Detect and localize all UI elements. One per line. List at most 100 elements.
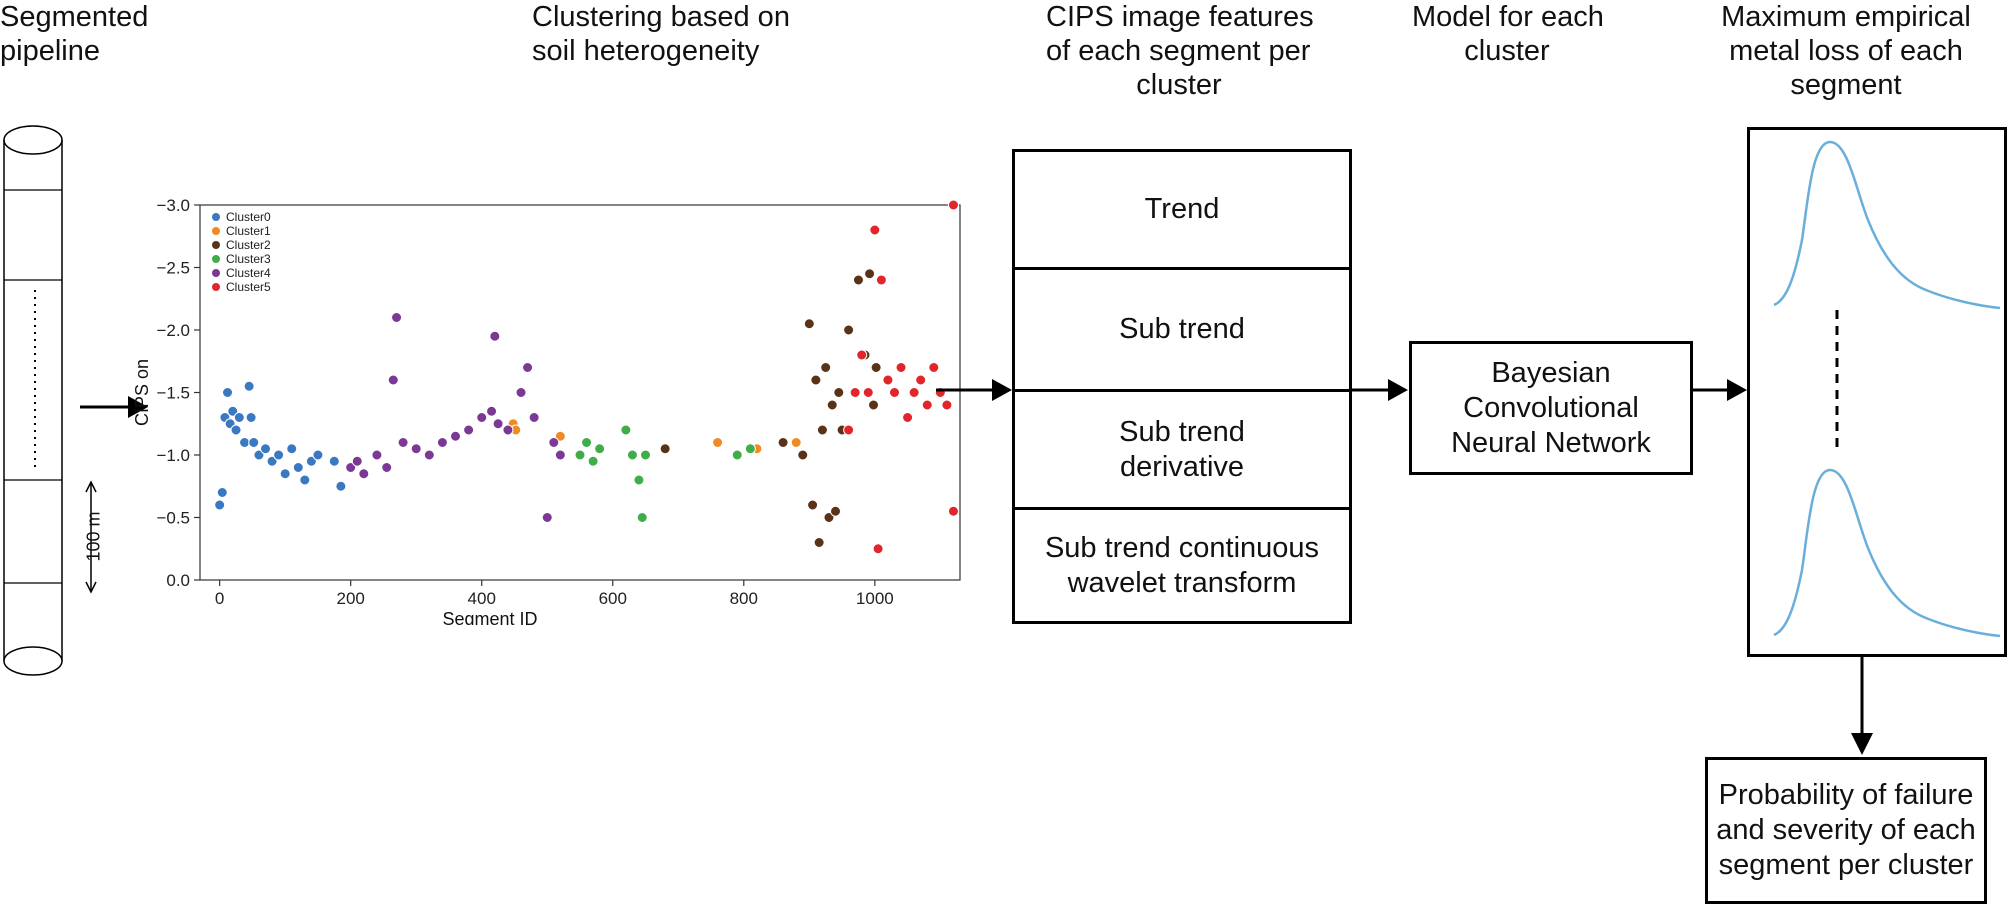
data-point-cluster4 xyxy=(541,512,553,523)
data-point-cluster0 xyxy=(266,455,278,467)
data-point-cluster3 xyxy=(574,449,586,461)
model-label: Bayesian xyxy=(1491,356,1611,389)
data-point-cluster5 xyxy=(843,424,855,436)
distribution-curves xyxy=(1773,140,2001,638)
data-point-cluster5 xyxy=(915,374,927,386)
y-axis-label: CIPS on xyxy=(132,359,152,426)
data-point-cluster0 xyxy=(253,449,265,461)
arrow-head xyxy=(1851,733,1873,755)
y-tick-label: −2.0 xyxy=(156,321,190,340)
data-point-cluster3 xyxy=(731,449,743,461)
data-point-cluster4 xyxy=(371,449,383,461)
cips-features-box: Trend Sub trend Sub trend derivative Sub… xyxy=(1012,149,1352,624)
legend-label: Cluster2 xyxy=(226,238,271,252)
data-point-cluster2 xyxy=(830,505,842,517)
data-point-cluster1 xyxy=(712,437,724,448)
x-tick-label: 600 xyxy=(599,589,627,608)
data-point-cluster5 xyxy=(902,412,914,423)
segmented-pipeline-diagram xyxy=(3,125,148,676)
legend-label: Cluster1 xyxy=(226,224,271,238)
feature-divider xyxy=(1015,267,1349,270)
data-point-cluster4 xyxy=(548,437,560,448)
heading-cips-features: CIPS image features of each segment per … xyxy=(1046,0,1314,102)
scale-label: 100 m xyxy=(83,511,104,562)
x-tick-label: 1000 xyxy=(856,589,894,608)
data-point-cluster4 xyxy=(381,462,393,473)
data-point-cluster2 xyxy=(803,318,815,330)
feature-label: wavelet transform xyxy=(1067,566,1297,599)
legend-marker xyxy=(212,227,220,235)
data-point-cluster5 xyxy=(895,362,907,373)
heading-line: soil heterogeneity xyxy=(532,35,760,67)
data-point-cluster0 xyxy=(243,380,255,392)
data-point-cluster1 xyxy=(790,437,802,448)
data-point-cluster0 xyxy=(260,443,272,455)
legend-label: Cluster4 xyxy=(226,266,271,280)
data-point-cluster4 xyxy=(436,437,448,448)
data-point-cluster0 xyxy=(312,449,324,461)
x-axis-label: Segment ID xyxy=(442,609,537,625)
feature-wavelet-transform: Sub trend continuous wavelet transform xyxy=(1015,510,1349,621)
data-point-cluster2 xyxy=(820,362,832,373)
data-point-cluster4 xyxy=(387,374,399,386)
data-point-cluster3 xyxy=(594,443,606,455)
heading-line: segment xyxy=(1790,69,1902,101)
data-point-cluster3 xyxy=(640,449,652,461)
data-point-cluster3 xyxy=(744,443,756,455)
output-label: and severity of each xyxy=(1716,814,1976,846)
chart-to-features-arrow xyxy=(936,379,1012,401)
data-point-cluster2 xyxy=(810,374,822,386)
heading-line: CIPS image features xyxy=(1046,1,1314,33)
y-tick-label: −0.5 xyxy=(156,509,190,528)
heading-line: cluster xyxy=(1136,69,1222,101)
pipe-bottom-ellipse xyxy=(3,646,63,676)
data-point-cluster2 xyxy=(816,424,828,436)
data-point-cluster0 xyxy=(233,412,245,423)
arrow-head xyxy=(1727,379,1747,401)
data-point-cluster2 xyxy=(807,499,819,511)
data-point-cluster2 xyxy=(826,399,838,411)
data-point-cluster5 xyxy=(947,199,959,211)
data-point-cluster2 xyxy=(843,324,855,336)
data-point-cluster4 xyxy=(489,330,501,342)
data-point-cluster0 xyxy=(299,474,311,486)
data-point-cluster0 xyxy=(245,412,257,423)
distribution-curve-bottom xyxy=(1773,468,2001,638)
data-point-cluster3 xyxy=(620,424,632,436)
data-point-cluster4 xyxy=(515,387,527,398)
pipe-top-ellipse xyxy=(3,125,63,155)
data-point-cluster2 xyxy=(777,437,789,448)
x-tick-label: 200 xyxy=(337,589,365,608)
probability-of-failure-box: Probability of failure and severity of e… xyxy=(1705,757,1987,904)
scale-bar-arrow-up xyxy=(85,480,97,493)
model-label: Convolutional xyxy=(1463,391,1639,424)
legend-label: Cluster5 xyxy=(226,280,271,294)
data-point-cluster3 xyxy=(626,449,638,461)
arrow-head xyxy=(1388,379,1408,401)
data-point-cluster2 xyxy=(797,449,809,461)
data-point-cluster4 xyxy=(486,405,498,417)
legend-marker xyxy=(212,255,220,263)
feature-divider xyxy=(1015,507,1349,510)
data-point-cluster0 xyxy=(328,455,340,467)
data-point-cluster4 xyxy=(463,424,475,436)
data-point-cluster3 xyxy=(581,437,593,448)
data-point-cluster4 xyxy=(423,449,435,461)
legend-marker xyxy=(212,269,220,277)
data-point-cluster5 xyxy=(872,543,884,555)
heading-segmented-pipeline: Segmented pipeline xyxy=(0,0,148,68)
heading-line: Segmented xyxy=(0,1,149,33)
heading-line: of each segment per xyxy=(1046,35,1311,67)
heading-line: Maximum empirical xyxy=(1721,1,1971,33)
data-point-cluster0 xyxy=(248,437,260,448)
data-point-cluster0 xyxy=(335,480,347,492)
data-point-cluster3 xyxy=(633,474,645,486)
data-point-cluster4 xyxy=(391,312,403,323)
data-point-cluster0 xyxy=(273,449,285,461)
data-point-cluster5 xyxy=(856,349,868,361)
x-tick-label: 800 xyxy=(730,589,758,608)
feature-label: derivative xyxy=(1119,450,1245,483)
heading-line: pipeline xyxy=(0,35,100,67)
model-to-distributions-arrow xyxy=(1693,379,1747,401)
y-tick-label: −1.5 xyxy=(156,384,190,403)
